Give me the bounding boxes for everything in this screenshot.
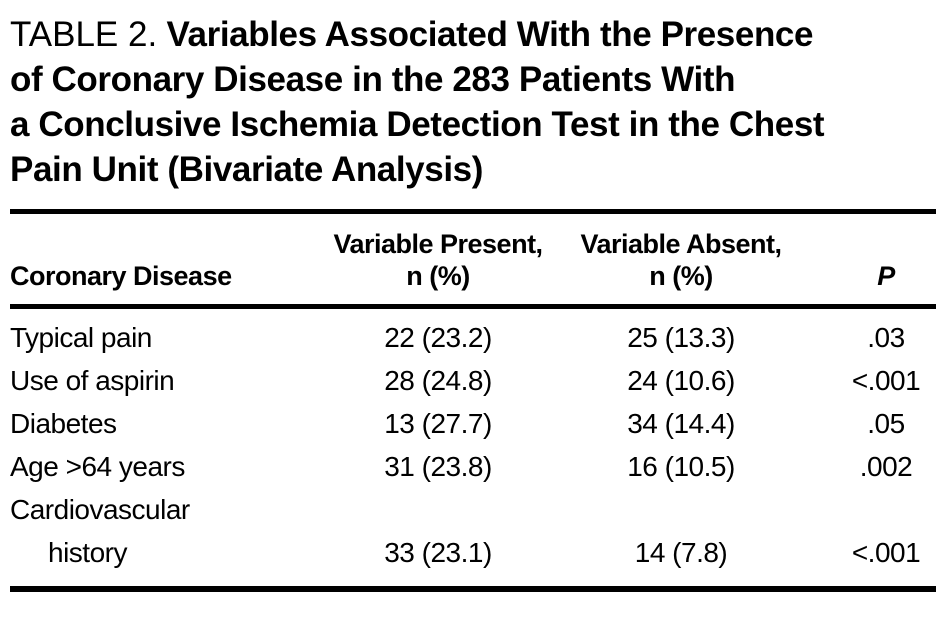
value-present: 22 (23.2): [384, 322, 492, 353]
value-absent: 14 (7.8): [634, 537, 728, 568]
value-present: 28 (24.8): [384, 365, 492, 396]
value-p: <.001: [851, 365, 921, 396]
row-label: Use of aspirin: [10, 365, 175, 396]
caption-title-line-3: a Conclusive Ischemia Detection Test in …: [10, 105, 825, 144]
value-p: .002: [859, 451, 913, 482]
value-present: 31 (23.8): [384, 451, 492, 482]
column-header-variable-absent: Variable Absent, n (%): [556, 228, 806, 292]
value-absent: 34 (14.4): [627, 408, 735, 439]
row-label: Typical pain: [10, 322, 152, 353]
table-row-use-of-aspirin: Use of aspirin 28 (24.8) 24 (10.6) <.001: [10, 359, 936, 402]
column-header-p-value: P: [877, 261, 895, 291]
value-p: .05: [867, 408, 905, 439]
row-label-line-2: history: [48, 537, 127, 568]
value-p: .03: [867, 322, 905, 353]
table-row-age-over-64: Age >64 years 31 (23.8) 16 (10.5) .002: [10, 445, 936, 488]
caption-title-line-4: Pain Unit (Bivariate Analysis): [10, 150, 483, 189]
value-absent: 25 (13.3): [627, 322, 735, 353]
table-row-cardiovascular-history: Cardiovascular history 33 (23.1) 14 (7.8…: [10, 488, 936, 574]
value-absent: 16 (10.5): [627, 451, 735, 482]
caption-title-line-2: of Coronary Disease in the 283 Patients …: [10, 60, 736, 99]
column-header-variable-absent-line-2: n (%): [649, 261, 713, 291]
value-present: 13 (27.7): [384, 408, 492, 439]
column-header-variable-absent-line-1: Variable Absent,: [580, 229, 782, 259]
table-body: Typical pain 22 (23.2) 25 (13.3) .03 Use…: [10, 309, 936, 574]
table-row-diabetes: Diabetes 13 (27.7) 34 (14.4) .05: [10, 402, 936, 445]
row-label: Diabetes: [10, 408, 117, 439]
value-absent: 24 (10.6): [627, 365, 735, 396]
header-divider-rule: [10, 304, 936, 309]
table-header-row: Coronary Disease Variable Present, n (%)…: [10, 214, 936, 304]
table-row-typical-pain: Typical pain 22 (23.2) 25 (13.3) .03: [10, 316, 936, 359]
bottom-rule: [10, 586, 936, 592]
row-label: Age >64 years: [10, 451, 185, 482]
column-header-variable-present: Variable Present, n (%): [320, 228, 556, 292]
caption-title-line-1: Variables Associated With the Presence: [166, 15, 814, 54]
column-header-variable-present-line-2: n (%): [406, 261, 470, 291]
table-caption: TABLE 2. Variables Associated With the P…: [10, 12, 936, 192]
row-label-line-1: Cardiovascular: [10, 494, 190, 525]
column-header-coronary-disease: Coronary Disease: [10, 261, 232, 291]
value-present: 33 (23.1): [384, 537, 492, 568]
column-header-variable-present-line-1: Variable Present,: [333, 229, 543, 259]
row-label: Cardiovascular history: [10, 488, 320, 574]
table-number-label: TABLE 2.: [10, 15, 158, 54]
caption-line-1: TABLE 2. Variables Associated With the P…: [10, 12, 936, 57]
top-rule: [10, 209, 936, 214]
value-p: <.001: [851, 537, 921, 568]
